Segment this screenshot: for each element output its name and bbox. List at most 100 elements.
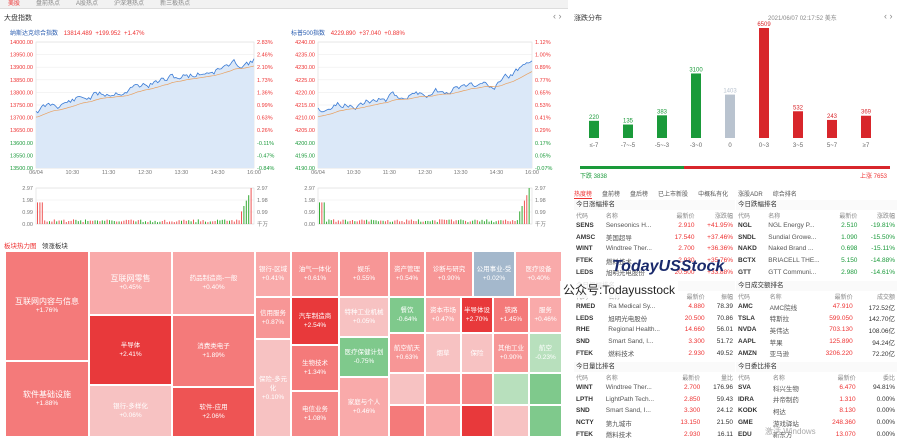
treemap-cell[interactable]: 互联网内容与信息 +1.76%: [5, 251, 89, 361]
treemap-cell[interactable]: 消费类电子 +1.89%: [172, 315, 255, 387]
col-header[interactable]: 最新价: [682, 375, 701, 382]
col-header[interactable]: 委比: [882, 375, 895, 382]
treemap-cell-small[interactable]: [461, 405, 493, 437]
dist-nav-icon[interactable]: ‹ ›: [884, 11, 893, 21]
treemap-cell[interactable]: 软件-应用 +2.06%: [172, 387, 255, 437]
treemap-cell[interactable]: 药品制造商-一般 +0.40%: [172, 251, 255, 315]
treemap-cell[interactable]: 航空 -0.23%: [529, 333, 562, 373]
col-header[interactable]: 最新价: [676, 213, 695, 220]
treemap-cell[interactable]: 互联网零售 +0.45%: [89, 251, 172, 315]
tab-1[interactable]: 盘前热点: [36, 1, 61, 7]
treemap-cell[interactable]: 航空航天 +0.63%: [389, 333, 425, 373]
table-row[interactable]: GTT GTT Communi... 2.980 -14.61%: [736, 266, 897, 278]
treemap-cell[interactable]: 娱乐 +0.55%: [339, 251, 389, 297]
rtab-3[interactable]: 已上市新股: [658, 192, 689, 198]
table-row[interactable]: NGL NGL Energy P... 2.510 -19.81%: [736, 220, 897, 232]
col-header[interactable]: 涨跌幅: [876, 213, 895, 220]
treemap-cell-small[interactable]: [425, 405, 461, 437]
col-header[interactable]: 最新价: [837, 375, 856, 382]
tab-heatmap[interactable]: 板块热力图: [4, 243, 37, 250]
treemap-cell-small[interactable]: [493, 405, 529, 437]
table-row[interactable]: NVDA 英伟达 703.130 108.06亿: [736, 324, 897, 336]
col-header[interactable]: 最新价: [686, 294, 705, 301]
table-row[interactable]: SNDL Sundial Growe... 1.090 -15.50%: [736, 232, 897, 244]
table-row[interactable]: LPTH LightPath Tech... 2.850 59.43: [574, 394, 735, 406]
treemap-cell[interactable]: 家庭与个人 +0.46%: [339, 377, 389, 437]
treemap-cell[interactable]: 诊断与研究 +0.90%: [425, 251, 473, 297]
treemap-cell[interactable]: 银行-多样化 +0.06%: [89, 385, 172, 437]
col-header[interactable]: 名称: [605, 213, 618, 220]
rtab-0[interactable]: 热度榜: [574, 189, 593, 199]
treemap-cell-small[interactable]: [529, 373, 562, 405]
table-row[interactable]: AMZN 亚马逊 3206.220 72.20亿: [736, 347, 897, 359]
table-row[interactable]: FTEK 燃料技术 2.930 +35.76%: [574, 255, 735, 267]
table-row[interactable]: AAPL 苹果 125.890 94.24亿: [736, 336, 897, 348]
table-row[interactable]: NCTY 第九城市 13.150 21.50: [574, 417, 735, 429]
tab-4[interactable]: 新三板热点: [160, 1, 191, 7]
treemap-cell-small[interactable]: [425, 373, 461, 405]
treemap-cell[interactable]: 资产管理 +0.54%: [389, 251, 425, 297]
treemap-cell[interactable]: 电信业务 +1.08%: [291, 391, 339, 437]
treemap-cell[interactable]: 半导体设 +2.70%: [461, 297, 493, 333]
treemap-cell[interactable]: 生物技术 +1.34%: [291, 345, 339, 391]
col-header[interactable]: 代码: [576, 213, 589, 220]
treemap-cell[interactable]: 铁路 +1.45%: [493, 297, 529, 333]
rtab-1[interactable]: 盘前榜: [602, 192, 621, 198]
treemap-cell[interactable]: 信用服务 +0.87%: [255, 297, 291, 339]
tab-3[interactable]: 沪深港热点: [114, 1, 145, 7]
table-row[interactable]: SND Smart Sand, I... 3.300 24.12: [574, 405, 735, 417]
col-header[interactable]: 涨跌幅: [714, 213, 733, 220]
table-row[interactable]: NAKD Naked Brand ... 0.698 -15.11%: [736, 243, 897, 255]
rtab-5[interactable]: 涨股ADR: [738, 192, 763, 198]
col-header[interactable]: 代码: [576, 375, 589, 382]
table-row[interactable]: AMSC 美国超导 17.540 +37.46%: [574, 232, 735, 244]
tab-leading[interactable]: 领涨板块: [41, 243, 68, 250]
treemap-cell[interactable]: 医疗设备 +0.40%: [515, 251, 562, 297]
rtab-2[interactable]: 盘后榜: [630, 192, 649, 198]
table-row[interactable]: EDU 新东方 13.070 0.00%: [736, 428, 897, 440]
treemap-cell[interactable]: 其他工业 +0.90%: [493, 333, 529, 373]
rtab-6[interactable]: 综合排名: [772, 192, 797, 198]
tab-2[interactable]: A股热点: [76, 1, 99, 7]
tab-0[interactable]: 美股: [8, 1, 21, 7]
col-header[interactable]: 量比: [720, 375, 733, 382]
table-row[interactable]: RHE Regional Health... 14.660 56.01: [574, 324, 735, 336]
table-row[interactable]: KODK 柯达 8.130 0.00%: [736, 405, 897, 417]
treemap-cell[interactable]: 医疗保健计划 -0.75%: [339, 337, 389, 377]
treemap-cell-small[interactable]: [529, 405, 562, 437]
treemap-cell-small[interactable]: [389, 373, 425, 405]
table-row[interactable]: AMC AMC院线 47.910 172.52亿: [736, 301, 897, 313]
nav-arrows-icon[interactable]: ‹ ›: [553, 11, 562, 21]
col-header[interactable]: 名称: [769, 294, 782, 301]
table-row[interactable]: LEDS 旭明光电股份 20.500 70.86: [574, 313, 735, 325]
col-header[interactable]: 成交额: [876, 294, 895, 301]
col-header[interactable]: 代码: [738, 294, 751, 301]
treemap-cell[interactable]: 半导体 +2.41%: [89, 315, 172, 385]
treemap-cell[interactable]: 保险-多元化 +0.10%: [255, 339, 291, 437]
table-row[interactable]: SVA 科兴生物 6.470 94.81%: [736, 382, 897, 394]
col-header[interactable]: 代码: [738, 213, 751, 220]
col-header[interactable]: 名称: [768, 213, 781, 220]
table-row[interactable]: BCTX BRIACELL THE... 5.150 -14.88%: [736, 255, 897, 267]
treemap-cell[interactable]: 公用事业-受 +0.02%: [473, 251, 515, 297]
col-header[interactable]: 振幅: [720, 294, 733, 301]
table-row[interactable]: IDRA 井帝制药 1.310 0.00%: [736, 394, 897, 406]
rtab-4[interactable]: 中概私有化: [698, 192, 729, 198]
table-row[interactable]: FTEK 燃料技术 2.930 49.52: [574, 347, 735, 359]
col-header[interactable]: 最新价: [834, 294, 853, 301]
table-row[interactable]: LEDS 旭明光电股份 20.500 +33.88%: [574, 266, 735, 278]
treemap-cell[interactable]: 软件基础设施 +1.88%: [5, 361, 89, 437]
treemap-cell[interactable]: 餐饮 -0.64%: [389, 297, 425, 333]
treemap-cell[interactable]: 服务 +0.46%: [529, 297, 562, 333]
table-row[interactable]: WINT Windtree Ther... 2.700 +36.36%: [574, 243, 735, 255]
table-row[interactable]: SND Smart Sand, I... 3.300 51.72: [574, 336, 735, 348]
treemap-cell[interactable]: 保险: [461, 333, 493, 373]
table-row[interactable]: GME 游戏驿站 248.360 0.00%: [736, 417, 897, 429]
col-header[interactable]: 代码: [738, 375, 751, 382]
treemap-cell-small[interactable]: [461, 373, 493, 405]
col-header[interactable]: 名称: [605, 375, 618, 382]
col-header[interactable]: 名称: [772, 375, 785, 382]
table-row[interactable]: WINT Windtree Ther... 2.700 176.96: [574, 382, 735, 394]
col-header[interactable]: 最新价: [839, 213, 858, 220]
treemap-cell[interactable]: 油气一体化 +0.61%: [291, 251, 339, 297]
